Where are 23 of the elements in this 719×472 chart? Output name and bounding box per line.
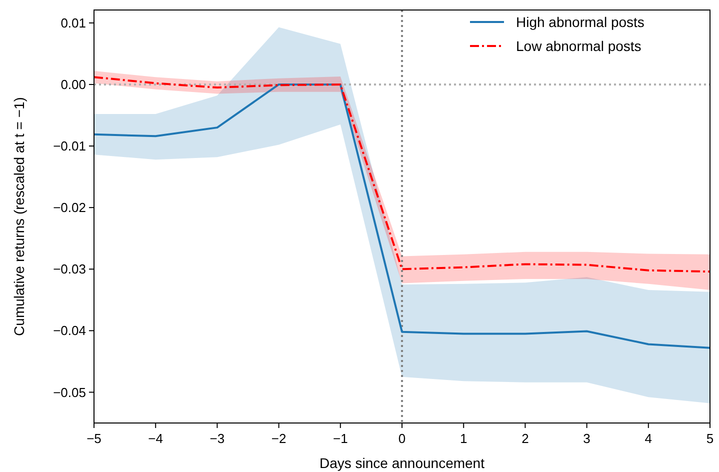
x-tick-label: −4 (148, 431, 164, 446)
y-axis-title: Cumulative returns (rescaled at t = −1) (11, 97, 27, 336)
y-tick-label: −0.04 (53, 323, 86, 338)
legend-label: Low abnormal posts (516, 38, 642, 54)
y-tick-label: −0.03 (53, 262, 86, 277)
x-tick-label: 0 (398, 431, 406, 446)
x-tick-label: 5 (706, 431, 714, 446)
x-tick-label: −3 (210, 431, 225, 446)
line-series (94, 83, 710, 349)
x-tick-label: 4 (644, 431, 652, 446)
y-tick-label: −0.01 (53, 138, 86, 154)
x-tick-label: −1 (332, 431, 348, 446)
x-tick-label: 3 (583, 431, 590, 446)
y-tick-label: 0.00 (60, 77, 86, 92)
x-tick-label: 1 (460, 431, 468, 446)
x-tick-label: −5 (86, 431, 102, 446)
x-tick-label: −2 (271, 431, 286, 446)
y-tick-label: −0.02 (53, 200, 86, 216)
x-axis-title: Days since announcement (320, 455, 485, 471)
legend-label: High abnormal posts (516, 14, 644, 30)
y-tick-label: −0.05 (53, 384, 86, 400)
y-tick-label: 0.01 (60, 15, 86, 30)
x-tick-label: 2 (522, 431, 529, 446)
